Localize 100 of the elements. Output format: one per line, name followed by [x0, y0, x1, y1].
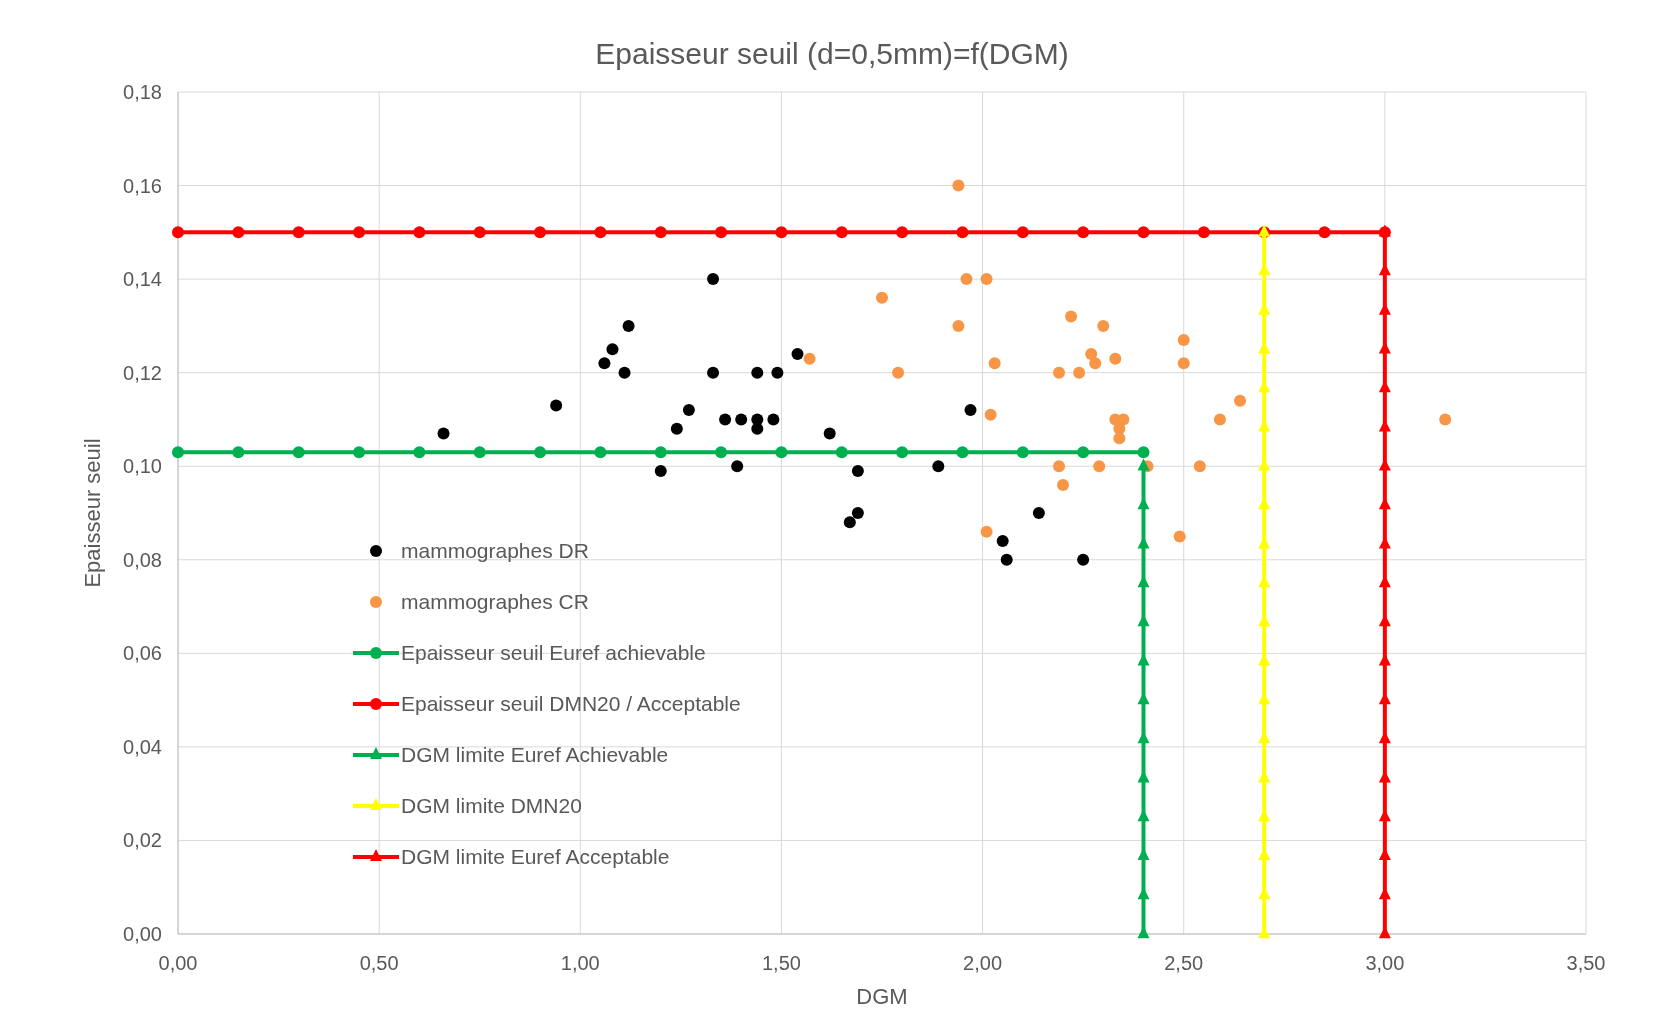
point: [594, 226, 607, 239]
x-tick-label: 2,50: [1164, 952, 1204, 974]
point: [654, 464, 667, 477]
point: [996, 535, 1009, 548]
point: [851, 507, 864, 519]
x-axis-title: DGM: [856, 984, 908, 1009]
point: [534, 446, 547, 459]
point: [719, 413, 732, 426]
point: [1053, 460, 1066, 473]
point: [896, 446, 909, 459]
point: [1097, 319, 1110, 332]
point: [775, 446, 788, 459]
point: [1137, 226, 1150, 239]
point: [851, 464, 864, 477]
point: [353, 446, 366, 459]
point: [1077, 446, 1090, 459]
point: [1439, 413, 1452, 426]
point: [670, 422, 683, 435]
point: [843, 516, 856, 529]
point: [1053, 366, 1066, 379]
point: [1089, 357, 1102, 370]
point: [876, 291, 888, 304]
point: [1032, 507, 1045, 519]
point: [622, 319, 635, 332]
point: [1137, 458, 1150, 471]
point: [292, 446, 305, 459]
x-tick-label: 0,50: [359, 952, 399, 974]
point: [1234, 394, 1247, 407]
point: [1318, 226, 1331, 239]
point: [956, 226, 969, 239]
point: [731, 460, 744, 473]
point: [1000, 553, 1013, 566]
point: [835, 446, 848, 459]
point: [1113, 432, 1126, 445]
x-tick-label: 3,00: [1365, 952, 1405, 974]
point: [232, 446, 245, 459]
point: [952, 179, 965, 192]
point: [232, 226, 245, 239]
point: [1065, 310, 1078, 323]
point: [413, 446, 426, 459]
point: [896, 226, 909, 239]
point: [892, 366, 905, 379]
point: [984, 408, 997, 421]
point: [960, 273, 973, 286]
x-tick-label: 0,00: [158, 952, 198, 974]
legend-label: DGM limite DMN20: [401, 793, 582, 817]
point: [292, 226, 305, 239]
y-tick-label: 0,06: [123, 642, 162, 665]
point: [594, 446, 607, 459]
x-tick-label: 3,50: [1566, 952, 1606, 974]
x-tick-label: 1,00: [560, 952, 600, 974]
y-tick-label: 0,04: [123, 735, 162, 758]
point: [1137, 446, 1150, 459]
point: [751, 366, 764, 379]
point: [1177, 357, 1190, 370]
point: [654, 446, 667, 459]
point: [707, 273, 720, 286]
point: [803, 352, 816, 365]
point: [707, 366, 720, 379]
x-tick-label: 1,50: [761, 952, 801, 974]
chart-title: Epaisseur seuil (d=0,5mm)=f(DGM): [595, 37, 1069, 70]
y-axis-title: Epaisseur seuil: [80, 438, 105, 588]
point: [1057, 478, 1070, 491]
point: [654, 226, 667, 239]
point: [682, 404, 695, 417]
y-tick-label: 0,08: [123, 548, 162, 571]
legend-label: DGM limite Euref Acceptable: [401, 844, 670, 868]
point: [988, 357, 1001, 370]
point: [791, 347, 804, 360]
point: [1016, 226, 1029, 239]
y-tick-label: 0,00: [123, 923, 162, 945]
point: [1016, 446, 1029, 459]
point: [956, 446, 969, 459]
y-tick-label: 0,12: [123, 361, 162, 384]
legend-label: Epaisseur seuil DMN20 / Acceptable: [401, 691, 741, 715]
legend-label: mammographes CR: [401, 589, 589, 613]
point: [1213, 413, 1226, 426]
point: [715, 446, 728, 459]
point: [952, 319, 965, 332]
y-tick-label: 0,10: [123, 455, 162, 478]
y-tick-label: 0,14: [123, 268, 162, 291]
point: [932, 460, 945, 473]
point: [618, 366, 631, 379]
point: [473, 226, 486, 239]
point: [1193, 460, 1206, 473]
point: [534, 226, 547, 239]
point: [437, 427, 450, 440]
x-tick-label: 2,00: [963, 952, 1003, 974]
point: [473, 446, 486, 459]
point: [1073, 366, 1086, 379]
legend-label: mammographes DR: [401, 538, 589, 562]
point: [735, 413, 748, 426]
point: [172, 226, 184, 239]
point: [835, 226, 848, 239]
point: [1093, 460, 1106, 473]
y-tick-label: 0,16: [123, 174, 162, 197]
point: [1077, 553, 1090, 566]
point: [606, 343, 619, 356]
y-tick-label: 0,18: [123, 81, 162, 103]
point: [823, 427, 836, 440]
